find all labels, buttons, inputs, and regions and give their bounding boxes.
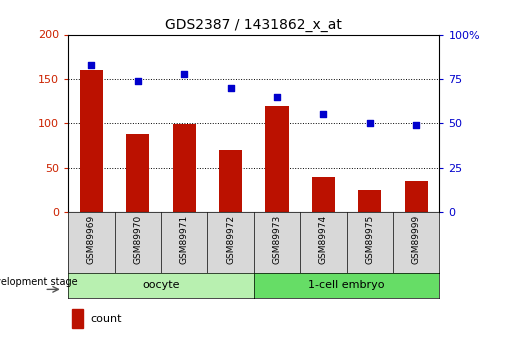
Bar [126,134,149,212]
Text: GSM89972: GSM89972 [226,215,235,264]
Bar [72,309,83,328]
Text: GSM89975: GSM89975 [365,215,374,265]
Bar [312,177,335,212]
Title: GDS2387 / 1431862_x_at: GDS2387 / 1431862_x_at [165,18,342,32]
Point [366,121,374,126]
Point [319,112,327,117]
Point [87,62,95,68]
Bar [405,181,428,212]
Bar [358,190,381,212]
Bar [173,124,196,212]
Text: GSM89999: GSM89999 [412,215,421,265]
Text: oocyte: oocyte [142,280,180,290]
Point [227,85,235,91]
Point [412,122,420,128]
Bar [265,107,288,212]
Text: GSM89974: GSM89974 [319,215,328,264]
Text: count: count [90,314,122,324]
Text: GSM89973: GSM89973 [273,215,281,265]
Point [180,71,188,76]
Text: GSM89969: GSM89969 [87,215,96,265]
Point [273,94,281,99]
Bar [219,150,242,212]
Text: GSM89970: GSM89970 [133,215,142,265]
Bar [80,70,103,212]
Point [134,78,142,83]
Text: GSM89971: GSM89971 [180,215,189,265]
Text: development stage: development stage [0,277,78,287]
Text: 1-cell embryo: 1-cell embryo [309,280,385,290]
